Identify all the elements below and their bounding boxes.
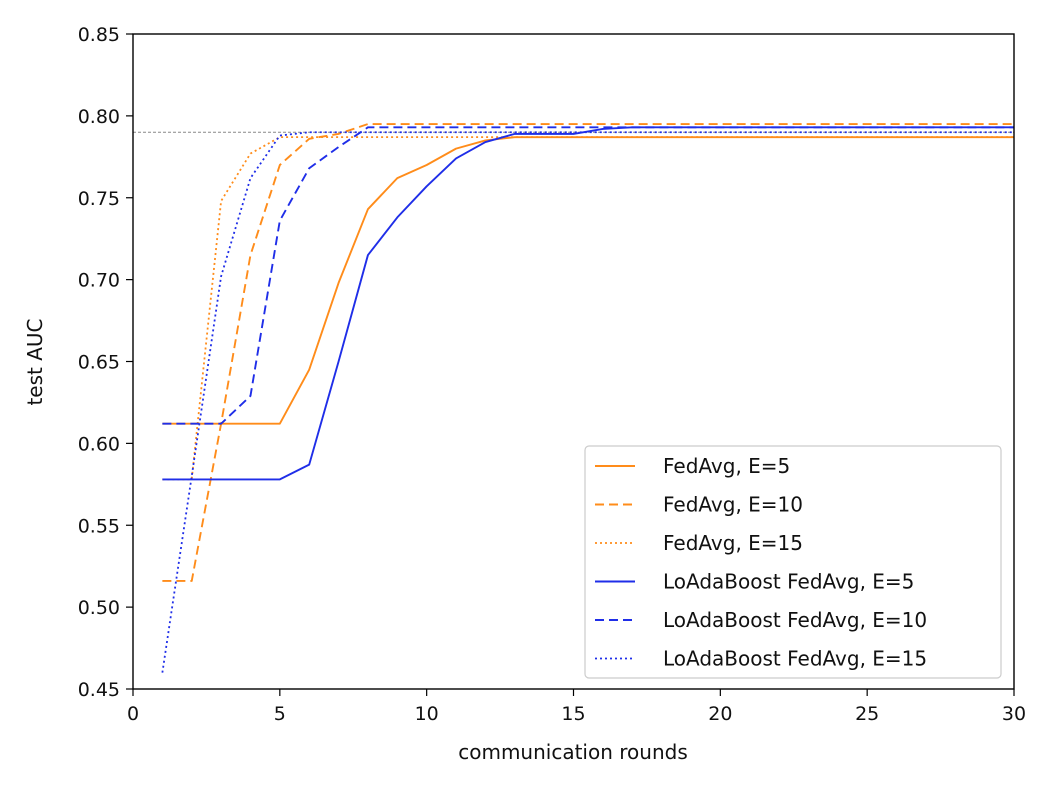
- legend: FedAvg, E=5 FedAvg, E=10 FedAvg, E=15 LoAda…: [584, 445, 1002, 679]
- series-line-2: [162, 123, 1014, 582]
- x-tick-label: 30: [1002, 703, 1026, 725]
- x-tick-label: 25: [855, 703, 879, 725]
- y-tick-label: 0.50: [78, 597, 120, 619]
- y-axis-label: test AUC: [23, 318, 47, 405]
- x-tick-label: 5: [274, 703, 286, 725]
- x-tick-label: 0: [127, 703, 139, 725]
- series-line-4: [162, 126, 1014, 481]
- series-line-1: [162, 136, 1014, 425]
- x-axis-label: communication rounds: [458, 740, 688, 764]
- series-layer: [161, 123, 1014, 673]
- legend-box: [584, 445, 1002, 679]
- legend-label-1: FedAvg, E=5: [663, 454, 790, 478]
- legend-label-2: FedAvg, E=10: [663, 493, 803, 517]
- axes-layer: 0 5 10 15 20 25 30 0.45 0.50 0.55 0.60 0.65 0.70 0.75…: [78, 24, 1026, 725]
- y-tick-label: 0.65: [78, 352, 120, 374]
- series-line-3: [162, 136, 1014, 481]
- y-tick-label: 0.45: [78, 679, 120, 701]
- y-tick-label: 0.55: [78, 515, 120, 537]
- x-tick-label: 10: [415, 703, 439, 725]
- x-tick-label: 20: [708, 703, 732, 725]
- legend-label-5: LoAdaBoost FedAvg, E=10: [663, 608, 927, 632]
- y-tick-label: 0.75: [78, 188, 120, 210]
- legend-label-6: LoAdaBoost FedAvg, E=15: [663, 647, 927, 671]
- legend-label-3: FedAvg, E=15: [663, 531, 803, 555]
- y-tick-label: 0.60: [78, 433, 120, 455]
- y-tick-label: 0.85: [78, 24, 120, 46]
- series-line-5: [162, 126, 1014, 425]
- x-tick-label: 15: [561, 703, 585, 725]
- y-tick-label: 0.70: [78, 270, 120, 292]
- y-tick-label: 0.80: [78, 106, 120, 128]
- legend-label-4: LoAdaBoost FedAvg, E=5: [663, 570, 914, 594]
